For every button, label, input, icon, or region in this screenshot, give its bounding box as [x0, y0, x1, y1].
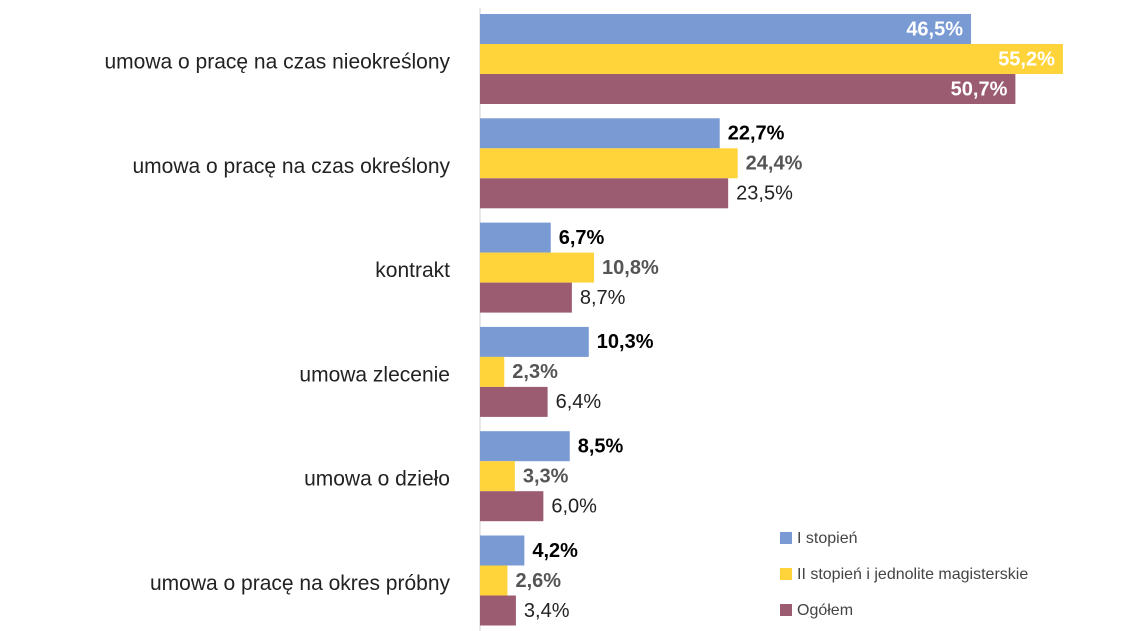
bar [480, 595, 516, 626]
value-label: 22,7% [728, 123, 785, 145]
legend-label: Ogółem [797, 602, 853, 619]
bar [480, 461, 515, 492]
category-label: kontrakt [375, 259, 450, 282]
value-label: 3,3% [523, 465, 569, 487]
value-label: 6,7% [559, 227, 605, 249]
category-label: umowa o dzieło [304, 468, 450, 491]
value-label: 6,4% [556, 391, 602, 413]
bar [480, 431, 570, 462]
bar [480, 118, 720, 149]
bar [480, 74, 1016, 104]
value-label: 2,6% [515, 570, 561, 592]
bar [480, 565, 508, 596]
value-label: 2,3% [512, 361, 558, 383]
legend-swatch [780, 568, 792, 580]
bar [480, 535, 525, 566]
value-label: 50,7% [951, 78, 1008, 100]
value-label: 46,5% [906, 18, 963, 40]
bar [480, 252, 595, 283]
value-label: 24,4% [746, 153, 803, 175]
bar [480, 222, 551, 253]
legend-swatch [780, 532, 792, 544]
bar [480, 44, 1063, 74]
category-label: umowa o pracę na okres próbny [150, 572, 450, 595]
bar [480, 282, 572, 313]
value-label: 10,8% [602, 257, 659, 279]
value-label: 8,5% [578, 435, 624, 457]
value-label: 3,4% [524, 600, 570, 622]
value-label: 55,2% [998, 48, 1055, 70]
category-label: umowa o pracę na czas określony [133, 155, 451, 178]
value-label: 10,3% [597, 331, 654, 353]
legend-label: I stopień [797, 530, 857, 547]
bar [480, 386, 548, 417]
category-label: umowa zlecenie [299, 363, 450, 386]
category-label: umowa o pracę na czas nieokreślony [104, 51, 450, 74]
bar [480, 356, 505, 387]
bar [480, 14, 972, 44]
value-label: 4,2% [532, 540, 578, 562]
bar [480, 148, 738, 179]
legend-swatch [780, 604, 792, 616]
legend-label: II stopień i jednolite magisterskie [797, 566, 1028, 583]
value-label: 23,5% [736, 183, 793, 205]
value-label: 6,0% [551, 495, 597, 517]
bar [480, 491, 544, 522]
bar [480, 326, 589, 357]
value-label: 8,7% [580, 287, 626, 309]
bar [480, 178, 729, 209]
